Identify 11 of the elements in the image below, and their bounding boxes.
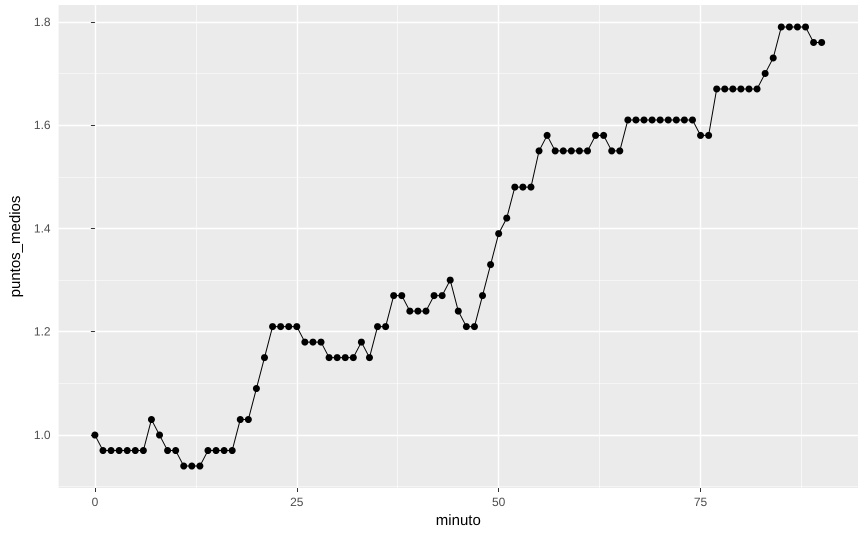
y-axis-title: puntos_medios — [7, 196, 24, 298]
x-tick-label: 75 — [694, 495, 708, 509]
y-tick-label: 1.6 — [34, 118, 51, 132]
x-tick-label: 50 — [492, 495, 506, 509]
x-axis-title: minuto — [436, 512, 481, 529]
y-tick-label: 1.8 — [34, 14, 51, 29]
y-tick-label: 1.0 — [34, 428, 51, 442]
y-tick-label: 1.2 — [34, 324, 51, 339]
x-tick-label: 0 — [92, 495, 99, 509]
y-tick-label: 1.4 — [34, 221, 51, 236]
x-tick-label: 25 — [290, 495, 304, 509]
